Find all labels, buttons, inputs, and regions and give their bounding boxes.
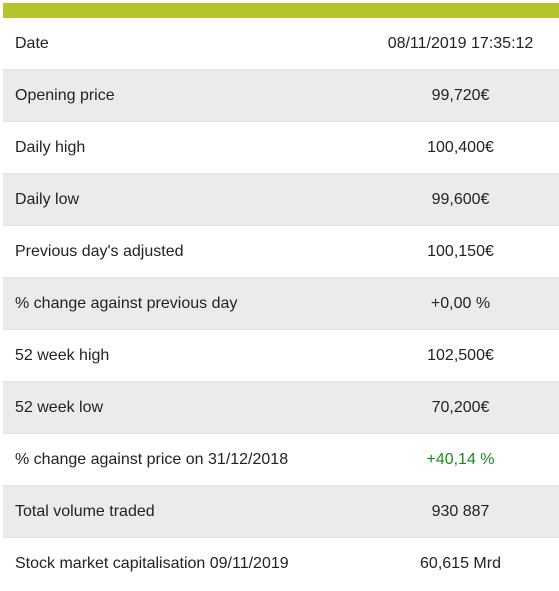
row-label: Daily high [15, 139, 86, 156]
row-opening-price: Opening price 99,720€ [3, 70, 559, 122]
row-label: % change against previous day [15, 295, 238, 312]
stock-data-table: Date 08/11/2019 17:35:12 Opening price 9… [3, 18, 559, 590]
row-value: 100,150€ [427, 243, 494, 260]
header-accent-bar [3, 3, 559, 18]
row-change-year-start: % change against price on 31/12/2018 +40… [3, 434, 559, 486]
row-label: Date [15, 35, 49, 52]
row-value: 102,500€ [427, 347, 494, 364]
row-previous-day-adjusted: Previous day's adjusted 100,150€ [3, 226, 559, 278]
row-label: 52 week low [15, 399, 104, 416]
row-value: 100,400€ [427, 139, 494, 156]
row-value: 70,200€ [431, 399, 490, 416]
row-value: 99,720€ [431, 87, 490, 104]
row-value: 60,615 Mrd [420, 555, 501, 572]
row-52-week-low: 52 week low 70,200€ [3, 382, 559, 434]
row-label: Total volume traded [15, 503, 155, 520]
row-label: 52 week high [15, 347, 110, 364]
row-label: Opening price [15, 87, 115, 104]
row-label: % change against price on 31/12/2018 [15, 451, 289, 468]
row-label: Previous day's adjusted [15, 243, 184, 260]
row-total-volume: Total volume traded 930 887 [3, 486, 559, 538]
row-market-capitalisation: Stock market capitalisation 09/11/2019 6… [3, 538, 559, 590]
row-change-previous-day: % change against previous day +0,00 % [3, 278, 559, 330]
row-date: Date 08/11/2019 17:35:12 [3, 18, 559, 70]
row-52-week-high: 52 week high 102,500€ [3, 330, 559, 382]
row-label: Stock market capitalisation 09/11/2019 [15, 555, 289, 572]
row-daily-low: Daily low 99,600€ [3, 174, 559, 226]
row-label: Daily low [15, 191, 80, 208]
row-value: +0,00 % [430, 295, 491, 312]
row-value: 930 887 [431, 503, 490, 520]
row-value: 08/11/2019 17:35:12 [387, 35, 534, 52]
row-value-positive: +40,14 % [426, 451, 495, 468]
row-daily-high: Daily high 100,400€ [3, 122, 559, 174]
row-value: 99,600€ [431, 191, 490, 208]
